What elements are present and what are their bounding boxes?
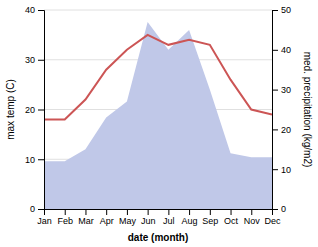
y-tick: 0 [30,204,44,214]
y2-tick: 20 [272,125,291,135]
y2-tick-label: 0 [281,204,286,214]
y-tick-label: 40 [25,5,35,15]
y2-tick-mark [272,90,278,91]
x-tick-label: Feb [57,216,73,226]
y2-tick: 30 [272,85,291,95]
x-tick-label: Mar [78,216,94,226]
x-tick: Nov [244,209,261,226]
x-tick-mark [251,209,252,215]
y-tick-label: 20 [25,105,35,115]
y2-tick-label: 30 [281,85,291,95]
area [44,22,272,209]
y2-tick: 0 [272,204,286,214]
marks [44,22,272,209]
x-tick-mark [168,209,169,215]
grid [44,10,272,209]
y-tick-mark [38,60,44,61]
y2-tick-mark [272,10,278,11]
plot: JanFebMarAprMayJunJulAugSepOctNovDec0102… [5,5,313,243]
x-tick-label: Dec [264,216,281,226]
x-axis-title: date (month) [128,232,189,243]
y2-tick: 10 [272,165,291,175]
x-tick-label: Jan [37,216,52,226]
x-tick-label: Sep [202,216,218,226]
y2-axis-line [273,11,279,210]
x-tick-mark [189,209,190,215]
y-tick-mark [38,209,44,210]
x-tick-mark [210,209,211,215]
y2-tick: 40 [272,45,291,55]
x-tick: Aug [182,209,198,226]
x-tick-label: Apr [100,216,114,226]
y-tick-label: 10 [25,155,35,165]
x-tick: Jul [163,209,175,226]
y-tick: 30 [25,55,44,65]
y2-tick-mark [272,50,278,51]
x-tick-mark [231,209,232,215]
x-tick-mark [85,209,86,215]
x-tick-label: Oct [224,216,239,226]
y-axis-line [38,11,45,210]
x-tick: Dec [264,209,281,226]
x-tick: May [119,209,137,226]
y-axis-title: max temp (C) [5,79,16,140]
x-tick-mark [148,209,149,215]
y2-tick-mark [272,129,278,130]
grid-line [44,10,272,11]
x-tick: Jun [141,209,156,226]
y2-tick-mark [272,209,278,210]
x-tick-mark [106,209,107,215]
y2-tick-label: 20 [281,125,291,135]
chart: JanFebMarAprMayJunJulAugSepOctNovDec0102… [0,0,318,247]
y2-tick-label: 40 [281,45,291,55]
y2-tick-label: 10 [281,165,291,175]
x-axis: Jan Feb Mar Apr May Jun Jul Aug Sep Oct NovDec [37,209,281,226]
y-tick: 20 [25,105,44,115]
y-tick-mark [38,159,44,160]
y-tick-mark [38,110,44,111]
y2-tick: 50 [272,5,291,15]
y2-axis-title: med. precipitation (kg/m2) [302,52,313,168]
x-tick: Mar [78,209,94,226]
x-tick: Apr [100,209,114,226]
x-tick-label: May [119,216,137,226]
x-tick: Jan [37,209,52,226]
y2-axis: 0 10 20 30 40 50 [272,5,291,214]
y-tick: 40 [25,5,44,15]
x-tick-mark [127,209,128,215]
y-axis: 0 10 20 30 40 [25,5,45,214]
y-tick: 10 [25,155,44,165]
x-tick-mark [65,209,66,215]
line [44,35,272,120]
x-axis-line [45,210,273,216]
x-tick: Sep [202,209,218,226]
x-tick-label: Nov [244,216,261,226]
y2-tick-label: 50 [281,5,291,15]
y-tick-label: 30 [25,55,35,65]
x-tick-label: Jul [163,216,175,226]
x-tick-label: Aug [182,216,198,226]
y-tick-mark [38,10,44,11]
y2-tick-mark [272,169,278,170]
y-tick-label: 0 [30,204,35,214]
x-tick: Feb [57,209,73,226]
x-tick: Oct [224,209,239,226]
x-tick-label: Jun [141,216,156,226]
